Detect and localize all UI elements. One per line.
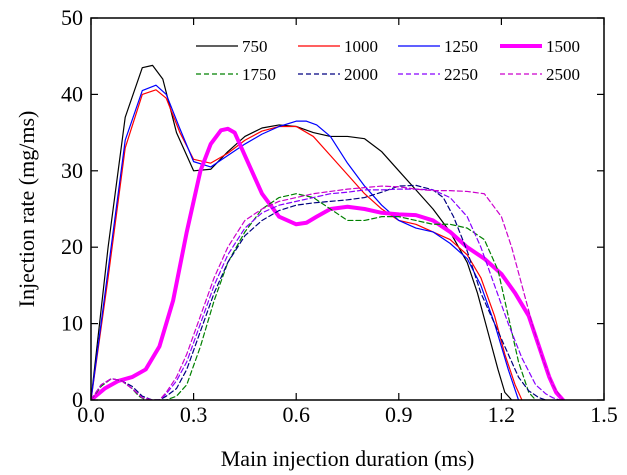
legend-label-1750: 1750 xyxy=(242,65,276,84)
legend-label-750: 750 xyxy=(242,37,268,56)
y-tick-label: 20 xyxy=(61,234,83,259)
plot-lines xyxy=(91,64,565,400)
plot-frame xyxy=(90,17,605,401)
legend: 750 1000 1250 1500 1750 2000 2250 2500 xyxy=(196,37,580,84)
legend-label-1500: 1500 xyxy=(546,37,580,56)
y-tick-label: 0 xyxy=(72,387,83,412)
x-tick-label: 0.9 xyxy=(385,402,413,427)
y-axis-label: Injection rate (mg/ms) xyxy=(14,111,39,308)
series-line-1250 xyxy=(91,84,520,400)
series-line-2250 xyxy=(91,188,561,400)
series-line-1000 xyxy=(91,89,523,400)
legend-label-2000: 2000 xyxy=(344,65,378,84)
y-tick-label: 30 xyxy=(61,158,83,183)
series-line-1500 xyxy=(91,126,565,400)
x-tick-label: 0.6 xyxy=(282,402,310,427)
y-tick-label: 10 xyxy=(61,311,83,336)
series-line-750 xyxy=(91,64,513,400)
x-tick-label: 0.0 xyxy=(77,402,105,427)
legend-label-1250: 1250 xyxy=(444,37,478,56)
legend-label-2250: 2250 xyxy=(444,65,478,84)
x-tick-label: 1.5 xyxy=(590,402,618,427)
legend-label-2500: 2500 xyxy=(546,65,580,84)
axis-ticks: 0.0 0.3 0.6 0.9 1.2 1.5 0 10 20 30 40 50 xyxy=(61,5,618,427)
series-line-2500 xyxy=(91,185,564,400)
y-tick-label: 40 xyxy=(61,81,83,106)
x-axis-label: Main injection duration (ms) xyxy=(221,446,475,471)
x-tick-label: 1.2 xyxy=(488,402,516,427)
x-tick-label: 0.3 xyxy=(180,402,208,427)
series-line-1750 xyxy=(91,193,537,400)
y-tick-label: 50 xyxy=(61,5,83,30)
legend-label-1000: 1000 xyxy=(344,37,378,56)
